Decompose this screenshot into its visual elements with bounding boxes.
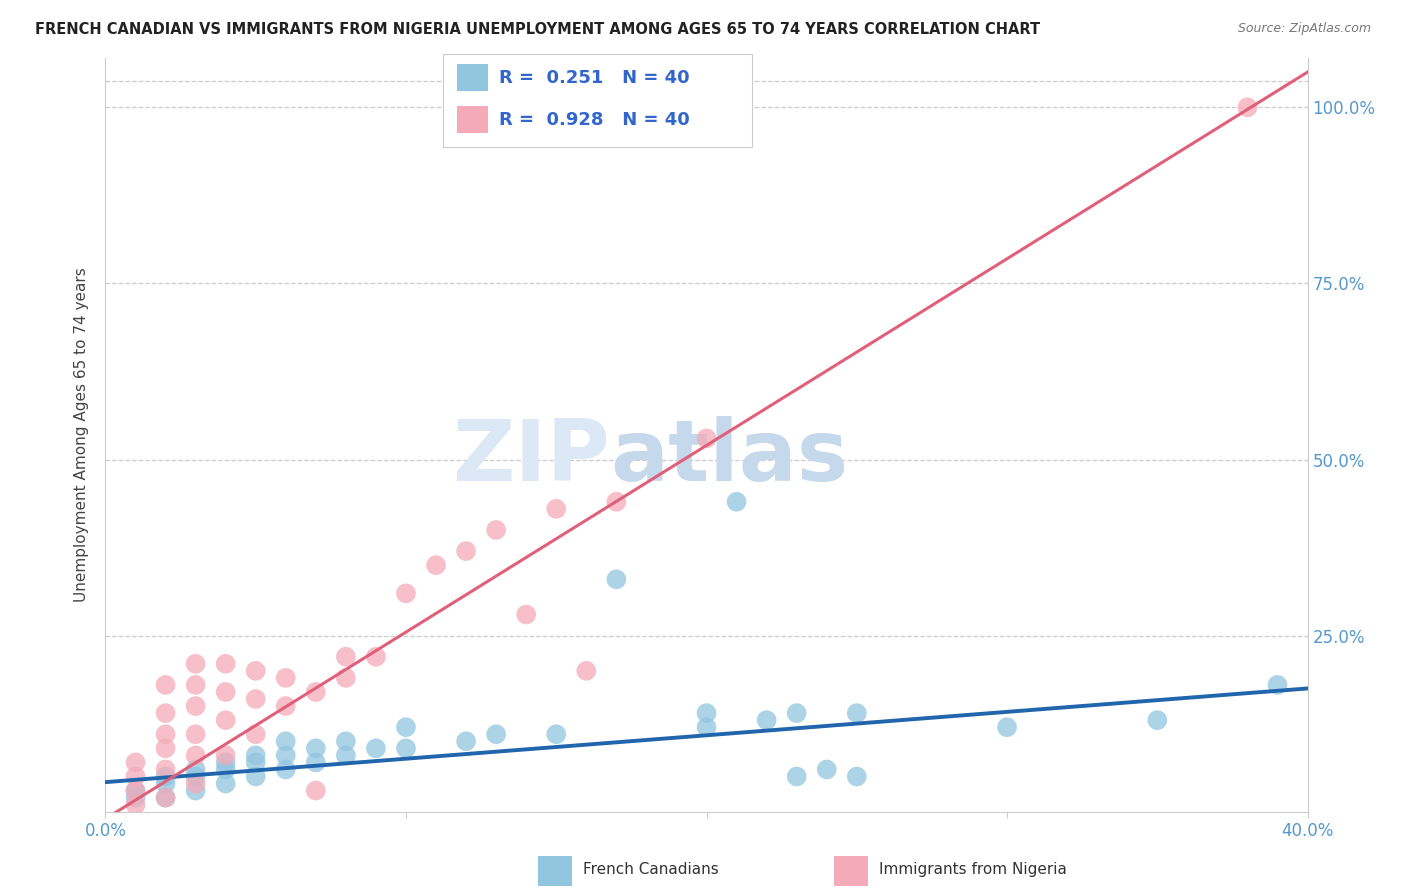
Point: [305, 756, 328, 770]
Point: [335, 671, 357, 685]
Point: [155, 763, 177, 777]
Point: [815, 763, 838, 777]
Point: [335, 649, 357, 664]
Point: [305, 685, 328, 699]
Point: [184, 748, 207, 763]
Point: [214, 776, 236, 790]
Point: [124, 783, 146, 797]
Point: [696, 720, 718, 734]
Point: [124, 756, 146, 770]
Point: [335, 748, 357, 763]
Point: [696, 431, 718, 445]
Point: [425, 558, 447, 573]
Point: [1267, 678, 1289, 692]
Point: [245, 770, 267, 784]
Text: Immigrants from Nigeria: Immigrants from Nigeria: [879, 863, 1067, 877]
Point: [155, 706, 177, 720]
Y-axis label: Unemployment Among Ages 65 to 74 years: Unemployment Among Ages 65 to 74 years: [75, 268, 90, 602]
Point: [1236, 100, 1258, 114]
Point: [485, 523, 508, 537]
Point: [184, 776, 207, 790]
Point: [845, 706, 868, 720]
Point: [214, 713, 236, 727]
Point: [245, 692, 267, 706]
Point: [184, 699, 207, 714]
Point: [1146, 713, 1168, 727]
Point: [305, 783, 328, 797]
Text: French Canadians: French Canadians: [583, 863, 720, 877]
Point: [155, 790, 177, 805]
Point: [454, 734, 477, 748]
Point: [274, 671, 297, 685]
Point: [274, 748, 297, 763]
Point: [245, 727, 267, 741]
Point: [335, 734, 357, 748]
Point: [395, 586, 418, 600]
Point: [786, 706, 808, 720]
Point: [214, 748, 236, 763]
Point: [305, 741, 328, 756]
Text: ZIP: ZIP: [453, 416, 610, 499]
Point: [124, 790, 146, 805]
Point: [184, 657, 207, 671]
Point: [454, 544, 477, 558]
Text: R =  0.251   N = 40: R = 0.251 N = 40: [499, 69, 690, 87]
Point: [124, 770, 146, 784]
Point: [755, 713, 778, 727]
Text: atlas: atlas: [610, 416, 849, 499]
Point: [696, 706, 718, 720]
Text: R =  0.928   N = 40: R = 0.928 N = 40: [499, 111, 690, 128]
Point: [245, 756, 267, 770]
Point: [245, 664, 267, 678]
Point: [575, 664, 598, 678]
Point: [995, 720, 1018, 734]
Point: [184, 783, 207, 797]
Point: [245, 748, 267, 763]
Point: [274, 699, 297, 714]
Point: [364, 649, 387, 664]
Point: [845, 770, 868, 784]
Point: [546, 501, 568, 516]
Point: [485, 727, 508, 741]
Point: [605, 572, 627, 586]
Point: [184, 770, 207, 784]
Point: [274, 734, 297, 748]
Point: [155, 727, 177, 741]
Point: [155, 776, 177, 790]
Point: [214, 685, 236, 699]
Text: FRENCH CANADIAN VS IMMIGRANTS FROM NIGERIA UNEMPLOYMENT AMONG AGES 65 TO 74 YEAR: FRENCH CANADIAN VS IMMIGRANTS FROM NIGER…: [35, 22, 1040, 37]
Point: [184, 678, 207, 692]
Point: [214, 763, 236, 777]
Point: [725, 495, 748, 509]
Point: [546, 727, 568, 741]
Point: [364, 741, 387, 756]
Point: [155, 678, 177, 692]
Point: [155, 790, 177, 805]
Point: [214, 657, 236, 671]
Text: Source: ZipAtlas.com: Source: ZipAtlas.com: [1237, 22, 1371, 36]
Point: [155, 770, 177, 784]
Point: [395, 741, 418, 756]
Point: [395, 720, 418, 734]
Point: [184, 763, 207, 777]
Point: [515, 607, 537, 622]
Point: [124, 797, 146, 812]
Point: [155, 741, 177, 756]
Point: [184, 727, 207, 741]
Point: [124, 783, 146, 797]
Point: [274, 763, 297, 777]
Point: [214, 756, 236, 770]
Point: [605, 495, 627, 509]
Point: [786, 770, 808, 784]
